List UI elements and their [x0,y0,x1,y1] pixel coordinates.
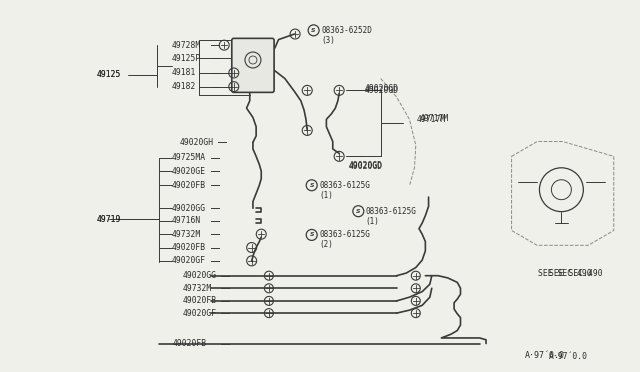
Text: 49125: 49125 [97,70,121,79]
Text: 49020GF: 49020GF [172,256,206,265]
Text: 49732M: 49732M [182,284,212,293]
Text: 08363-6125G: 08363-6125G [366,207,417,216]
Text: 49717M: 49717M [417,115,446,124]
Text: S: S [312,28,316,33]
Text: SEE SEC.490: SEE SEC.490 [538,269,592,278]
Text: 49719: 49719 [97,215,121,224]
Text: 49020GD: 49020GD [349,162,383,171]
Text: 49728M: 49728M [172,41,201,50]
Text: 49020GD: 49020GD [365,84,399,93]
Text: 49020FB: 49020FB [173,339,207,348]
Text: 49020GG: 49020GG [172,204,206,213]
Text: 49020FB: 49020FB [172,181,206,190]
Text: 08363-6252D: 08363-6252D [321,26,372,35]
Text: 49020GH: 49020GH [179,138,214,147]
Text: (1): (1) [366,217,380,226]
Text: S: S [310,183,314,188]
Text: 49020GG: 49020GG [182,271,217,280]
Text: 49125: 49125 [97,70,121,79]
Text: A·97´0.0: A·97´0.0 [524,351,564,360]
Text: 49020GE: 49020GE [172,167,206,176]
Text: (3): (3) [321,36,335,45]
Text: S: S [310,232,314,237]
Text: 49125P: 49125P [172,54,201,62]
Text: 49020GF: 49020GF [182,309,217,318]
Text: (1): (1) [319,191,333,200]
Text: A·97´0.0: A·97´0.0 [548,352,588,361]
Text: 49182: 49182 [172,82,196,91]
Text: S: S [356,209,360,214]
Text: 49020GD: 49020GD [365,86,399,95]
Text: 49181: 49181 [172,68,196,77]
Text: SEE SEC.490: SEE SEC.490 [548,269,602,278]
Text: 49716N: 49716N [172,217,201,225]
Text: 49725MA: 49725MA [172,153,206,162]
Text: 08363-6125G: 08363-6125G [319,181,370,190]
Text: 08363-6125G: 08363-6125G [319,230,370,240]
Text: 49719: 49719 [97,215,121,224]
Text: 49020FB: 49020FB [182,296,217,305]
Text: 49717M: 49717M [420,114,449,123]
Text: (2): (2) [319,240,333,249]
FancyBboxPatch shape [232,38,274,92]
Text: 49020FB: 49020FB [172,243,206,252]
Text: 49732M: 49732M [172,230,201,239]
Text: 49020GD: 49020GD [349,161,383,170]
